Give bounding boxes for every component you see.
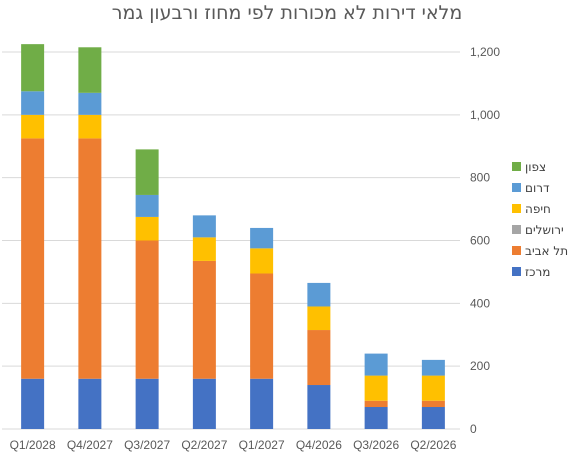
bar-segment — [192, 215, 216, 238]
bar-segment — [421, 407, 445, 429]
legend-item: חיפה — [512, 198, 568, 219]
bar-segment — [307, 385, 331, 429]
legend-swatch — [512, 204, 521, 213]
bar-segment — [250, 273, 274, 379]
legend-swatch — [512, 267, 521, 276]
bar-segment — [21, 114, 45, 139]
bar-segment — [135, 240, 159, 379]
bar-segment — [364, 375, 388, 401]
y-tick-label: 1,200 — [470, 45, 500, 59]
legend-label: חיפה — [525, 201, 551, 216]
legend-label: דרום — [525, 180, 550, 195]
legend-label: צפון — [525, 159, 547, 174]
x-tick-label: Q4/2027 — [67, 438, 113, 452]
legend-label: תל אביב — [525, 243, 569, 258]
bar-segment — [135, 378, 159, 429]
x-tick-label: Q1/2028 — [10, 438, 56, 452]
legend-swatch — [512, 225, 521, 234]
x-tick-label: Q2/2027 — [181, 438, 227, 452]
bar-segment — [421, 400, 445, 408]
x-tick-label: Q3/2026 — [353, 438, 399, 452]
bar-segment — [421, 375, 445, 401]
x-tick-label: Q2/2026 — [410, 438, 456, 452]
bar-segment — [135, 149, 159, 195]
bar-segment — [78, 47, 102, 93]
bar-segment — [364, 407, 388, 429]
bar-segment — [21, 91, 45, 115]
y-tick-label: 800 — [470, 171, 490, 185]
bar-segment — [78, 378, 102, 429]
x-tick-label: Q3/2027 — [124, 438, 170, 452]
bar-segment — [364, 353, 388, 376]
bar-segment — [21, 378, 45, 429]
legend-item: דרום — [512, 177, 568, 198]
bar-segment — [250, 248, 274, 274]
legend-item: צפון — [512, 156, 568, 177]
legend-swatch — [512, 246, 521, 255]
bar-segment — [421, 359, 445, 376]
x-tick-label: Q1/2027 — [239, 438, 285, 452]
bar-segment — [192, 378, 216, 429]
bar-segment — [307, 282, 331, 307]
bar-segment — [192, 237, 216, 261]
bar-segment — [192, 260, 216, 379]
legend-swatch — [512, 162, 521, 171]
chart-title: מלאי דירות לא מכורות לפי מחוז ורבעון גמר — [111, 2, 463, 24]
legend-item: תל אביב — [512, 240, 568, 261]
bar-segment — [21, 138, 45, 379]
bar-segment — [78, 114, 102, 139]
y-tick-label: 0 — [470, 422, 477, 436]
bar-segment — [21, 44, 45, 92]
legend-label: מרכז — [525, 264, 551, 279]
bar-segment — [364, 400, 388, 408]
y-tick-label: 600 — [470, 234, 490, 248]
bar-segment — [135, 216, 159, 241]
bar-segment — [250, 378, 274, 429]
chart-legend: צפון דרום חיפה ירושלים תל אביב מרכז — [512, 156, 568, 282]
y-tick-label: 400 — [470, 296, 490, 310]
x-tick-label: Q4/2026 — [296, 438, 342, 452]
legend-label: ירושלים — [525, 222, 564, 237]
y-tick-label: 200 — [470, 359, 490, 373]
bar-segment — [78, 138, 102, 379]
bar-segment — [250, 227, 274, 249]
legend-item: ירושלים — [512, 219, 568, 240]
bar-segment — [135, 194, 159, 217]
bar-segment — [307, 306, 331, 331]
legend-swatch — [512, 183, 521, 192]
bar-segment — [78, 92, 102, 115]
bar-segment — [307, 330, 331, 386]
y-tick-label: 1,000 — [470, 108, 500, 122]
legend-item: מרכז — [512, 261, 568, 282]
